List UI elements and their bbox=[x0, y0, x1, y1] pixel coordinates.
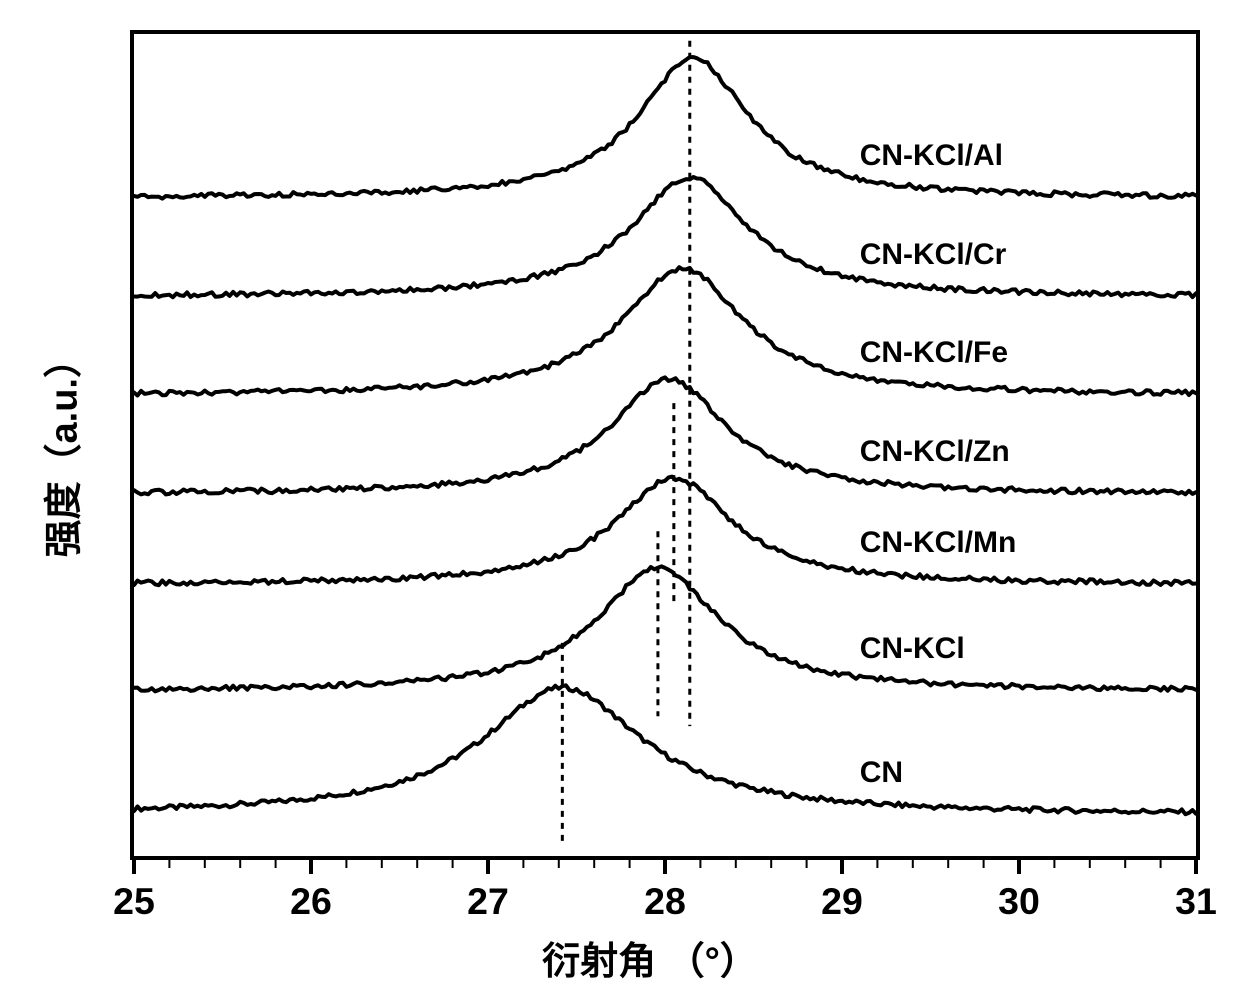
series-label: CN bbox=[860, 756, 903, 790]
x-tick-label: 31 bbox=[1166, 880, 1226, 923]
x-tick-label: 30 bbox=[989, 880, 1049, 923]
series-label: CN-KCl/Cr bbox=[860, 238, 1007, 272]
x-tick-label: 28 bbox=[635, 880, 695, 923]
series-label: CN-KCl/Al bbox=[860, 139, 1003, 173]
plot-svg bbox=[0, 0, 1240, 990]
x-tick-label: 26 bbox=[281, 880, 341, 923]
x-tick-label: 27 bbox=[458, 880, 518, 923]
series-label: CN-KCl bbox=[860, 632, 965, 666]
series-label: CN-KCl/Fe bbox=[860, 336, 1008, 370]
xrd-figure: 强度（a.u.） 衍射角 （°） 25262728293031 CNCN-KCl… bbox=[0, 0, 1240, 990]
series-label: CN-KCl/Mn bbox=[860, 526, 1017, 560]
x-tick-label: 25 bbox=[104, 880, 164, 923]
x-axis-label: 衍射角 （°） bbox=[470, 930, 830, 985]
x-tick-label: 29 bbox=[812, 880, 872, 923]
series-label: CN-KCl/Zn bbox=[860, 435, 1010, 469]
